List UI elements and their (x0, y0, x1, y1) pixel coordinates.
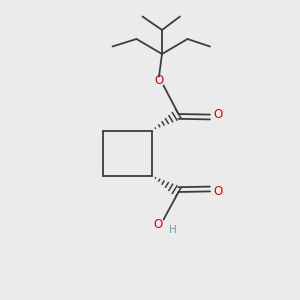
Text: O: O (154, 218, 163, 231)
Text: O: O (213, 185, 222, 198)
Text: O: O (213, 108, 222, 121)
Text: H: H (169, 225, 176, 236)
Text: O: O (154, 74, 164, 88)
